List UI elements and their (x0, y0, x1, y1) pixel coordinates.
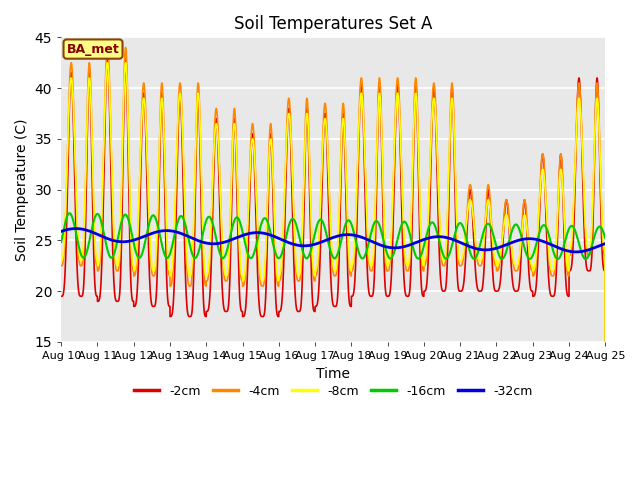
-16cm (425, 224, 433, 229)
-4cm (486, 195, 494, 201)
-4cm (156, 154, 163, 159)
-16cm (66, 210, 74, 216)
-4cm (601, 252, 609, 258)
-4cm (58, 263, 65, 269)
Text: BA_met: BA_met (67, 43, 120, 56)
-32cm (601, 241, 609, 247)
-4cm (122, 45, 129, 50)
-32cm (455, 239, 463, 245)
-8cm (156, 155, 163, 160)
Legend: -2cm, -4cm, -8cm, -16cm, -32cm: -2cm, -4cm, -8cm, -16cm, -32cm (129, 380, 538, 403)
-16cm (602, 235, 609, 241)
-2cm (601, 268, 609, 274)
-16cm (156, 228, 163, 234)
-2cm (122, 55, 129, 60)
X-axis label: Time: Time (316, 367, 350, 381)
-2cm (486, 207, 494, 213)
-32cm (156, 228, 163, 234)
-4cm (425, 198, 433, 204)
-4cm (313, 270, 321, 276)
-4cm (455, 262, 463, 268)
-8cm (486, 205, 494, 211)
-32cm (313, 241, 321, 247)
-16cm (582, 256, 589, 262)
Y-axis label: Soil Temperature (C): Soil Temperature (C) (15, 119, 29, 261)
-2cm (455, 288, 463, 294)
-2cm (156, 186, 163, 192)
-8cm (425, 192, 433, 198)
Line: -32cm: -32cm (61, 228, 605, 252)
-8cm (313, 264, 321, 269)
-32cm (486, 247, 494, 252)
-32cm (58, 228, 65, 234)
-32cm (602, 240, 609, 246)
-32cm (572, 249, 580, 255)
-2cm (58, 293, 65, 299)
Line: -16cm: -16cm (61, 213, 605, 259)
-16cm (313, 223, 321, 228)
Line: -4cm: -4cm (61, 48, 605, 480)
-16cm (601, 234, 609, 240)
-16cm (58, 239, 65, 245)
Line: -8cm: -8cm (61, 63, 605, 480)
Title: Soil Temperatures Set A: Soil Temperatures Set A (234, 15, 433, 33)
Line: -2cm: -2cm (61, 58, 605, 480)
-16cm (455, 221, 463, 227)
-8cm (122, 60, 129, 66)
-2cm (313, 302, 321, 308)
-8cm (601, 247, 609, 253)
-16cm (486, 223, 494, 228)
-8cm (58, 258, 65, 264)
-8cm (455, 256, 463, 262)
-32cm (72, 226, 80, 231)
-32cm (425, 235, 433, 241)
-2cm (425, 233, 433, 239)
